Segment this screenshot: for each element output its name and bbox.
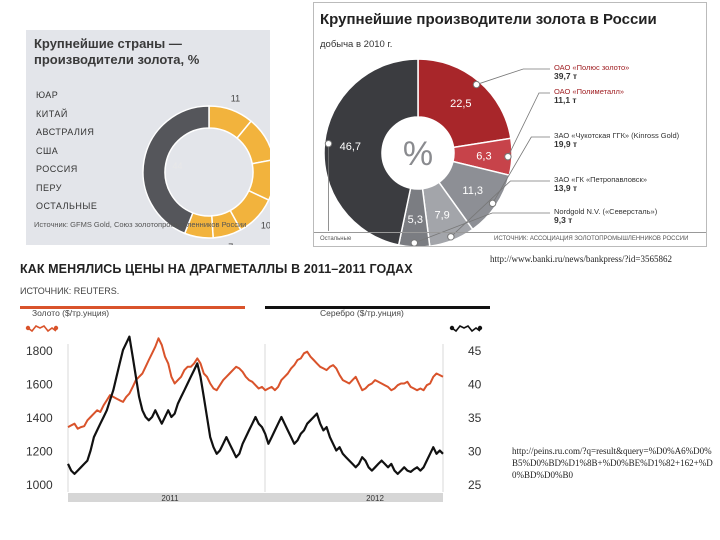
producers-subtitle: добыча в 2010 г. (320, 39, 393, 50)
legend-item: Перу (36, 182, 62, 193)
donut-label: 44 (173, 161, 183, 171)
company-name: ЗАО «ГК «Петропавловск» (554, 175, 648, 184)
donut-value-label: 7,9 (434, 209, 449, 221)
y-tick-left: 1200 (26, 445, 53, 459)
legend-sample-dot (53, 325, 59, 331)
donut-value-label: 46,7 (340, 141, 361, 153)
producers-panel: Крупнейшие производители золота в России… (313, 2, 707, 247)
legend-item: США (36, 145, 59, 156)
y-tick-left: 1600 (26, 378, 53, 392)
prices-chart: Золото ($/тр.унция) Серебро ($/тр.унция) 1… (20, 306, 490, 503)
producers-title: Крупнейшие производители золота в России (320, 11, 657, 28)
company-name: ЗАО «Чукотская ГГК» (Kinross Gold) (554, 131, 680, 140)
legend-item: Австралия (36, 127, 95, 137)
leader-line (450, 180, 550, 238)
leader-line (507, 92, 550, 157)
leader-dot (447, 233, 455, 241)
donut-label: 11 (231, 94, 240, 104)
countries-title: Крупнейшие страны — производители золота… (34, 36, 200, 67)
center-percent: % (403, 135, 433, 173)
y-tick-right: 35 (468, 411, 482, 425)
legend-sample-line (451, 324, 481, 333)
countries-panel: Крупнейшие страны — производители золота… (26, 30, 270, 245)
company-name: ОАО «Полюс золото» (554, 63, 630, 72)
donut-slice (417, 58, 512, 149)
leader-dot (504, 152, 512, 161)
donut-slice (421, 181, 474, 246)
gold-series-line (67, 337, 444, 430)
company-name: ОАО «Полиметалл» (554, 87, 625, 96)
legend-sample-dot (25, 325, 31, 331)
donut-label: 7 (194, 244, 199, 245)
silver-legend-bar (265, 306, 490, 309)
producers-footer: Остальные Источник: Ассоциация золотопро… (314, 232, 706, 246)
company-label: ЗАО «ГК «Петропавловск» 13,9 т (554, 175, 647, 193)
y-tick-left: 1400 (26, 411, 53, 425)
donut-value-label: 5,3 (408, 214, 423, 226)
peins-url[interactable]: http://peins.ru.com/?q=result&query=%D0%… (512, 446, 713, 480)
footer-source: Источник: Ассоциация золотопромышленнико… (494, 236, 689, 242)
company-amount: 39,7 т (554, 71, 578, 81)
y-tick-right: 45 (468, 344, 482, 358)
company-label: ЗАО «Чукотская ГГК» (Kinross Gold) 19,9 … (554, 131, 679, 149)
silver-legend-label: Серебро ($/тр.унция) (320, 308, 404, 318)
donut-label: 7 (228, 242, 233, 245)
x-tick-label: 2011 (161, 494, 179, 503)
gold-legend-label: Золото ($/тр.унция) (32, 308, 109, 318)
countries-legend: ЮАР Китай Австралия США Россия Перу Оста… (36, 86, 97, 216)
countries-source: Источник: GFMS Gold, Союз золотопромышле… (34, 220, 247, 229)
countries-donut: 111110107744 (142, 94, 270, 245)
donut-label: 10 (261, 220, 270, 230)
leader-dot (410, 239, 419, 246)
legend-item: Остальные (36, 201, 98, 211)
company-amount: 11,1 т (554, 95, 577, 105)
donut-value-label: 6,3 (476, 151, 491, 163)
donut-value-label: 22,5 (450, 98, 471, 110)
legend-sample-dot (449, 325, 455, 331)
y-tick-right: 25 (468, 478, 482, 492)
leader-line (476, 68, 550, 85)
y-tick-right: 30 (468, 445, 482, 459)
donut-value-label: 11,3 (462, 185, 483, 197)
donut-slice (142, 105, 210, 235)
prices-panel: КАК МЕНЯЛИСЬ ЦЕНЫ НА ДРАГМЕТАЛЛЫ В 2011–… (20, 262, 490, 524)
x-tick-label: 2012 (366, 494, 384, 503)
company-amount: 19,9 т (554, 139, 578, 149)
company-amount: 9,3 т (554, 215, 573, 225)
legend-item: Россия (36, 164, 78, 174)
producers-donut: % 22,5 6,3 11,3 7,9 5,3 46,7 (323, 58, 550, 246)
y-tick-right: 40 (468, 378, 482, 392)
legend-sample-line (27, 324, 57, 333)
footer-left: Остальные (320, 236, 352, 242)
x-axis-band (68, 493, 443, 502)
legend-item: ЮАР (36, 90, 59, 100)
y-tick-left: 1800 (26, 344, 53, 358)
leader-line (492, 136, 550, 204)
donut-slice (323, 58, 419, 246)
leader-dot (472, 80, 481, 89)
company-label: ОАО «Полюс золото» 39,7 т (554, 63, 629, 81)
company-label: ОАО «Полиметалл» 11,1 т (554, 87, 624, 105)
y-tick-left: 1000 (26, 478, 53, 492)
company-name: Nordgold N.V. («Северсталь») (554, 207, 658, 216)
leader-dot (324, 139, 333, 148)
company-label: Nordgold N.V. («Северсталь») 9,3 т (554, 207, 657, 225)
leader-dot (488, 199, 497, 208)
company-amount: 13,9 т (554, 183, 578, 193)
legend-sample-dot (477, 325, 483, 331)
prices-source: ИСТОЧНИК: REUTERS. (20, 286, 120, 296)
silver-series-line (67, 335, 444, 475)
banki-url[interactable]: http://www.banki.ru/news/bankpress/?id=3… (490, 254, 672, 264)
legend-item: Китай (36, 108, 68, 119)
prices-title: КАК МЕНЯЛИСЬ ЦЕНЫ НА ДРАГМЕТАЛЛЫ В 2011–… (20, 262, 413, 276)
gold-legend-bar (20, 306, 245, 309)
